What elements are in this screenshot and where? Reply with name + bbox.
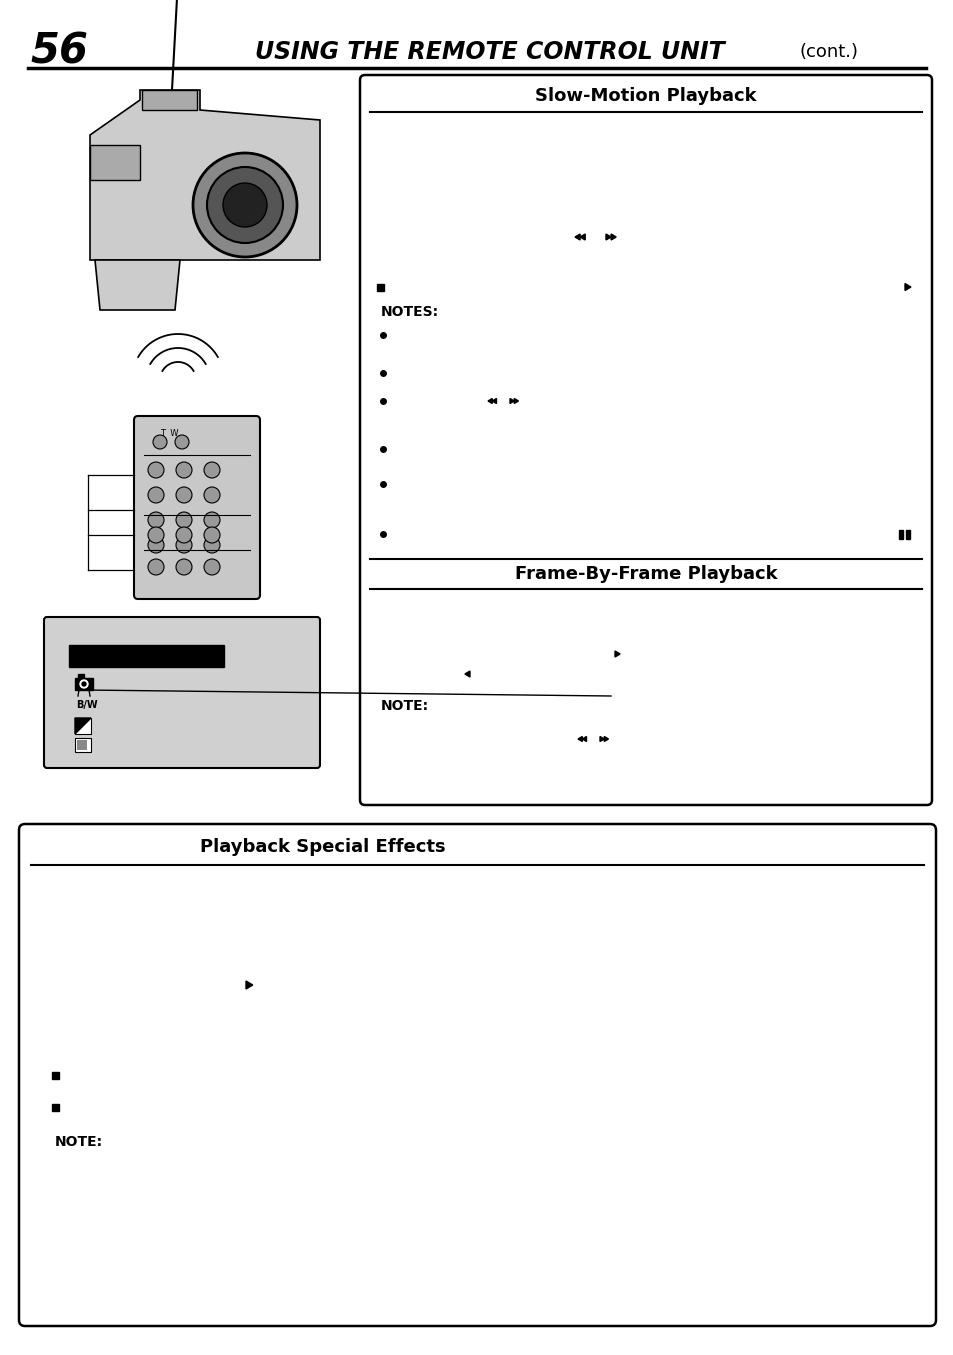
Bar — [90, 145, 140, 180]
Text: NOTE:: NOTE: — [380, 699, 429, 713]
Text: USING THE REMOTE CONTROL UNIT: USING THE REMOTE CONTROL UNIT — [254, 41, 724, 64]
Circle shape — [175, 560, 192, 575]
Circle shape — [175, 486, 192, 503]
Circle shape — [148, 560, 164, 575]
Polygon shape — [464, 671, 470, 678]
Circle shape — [175, 537, 192, 553]
Polygon shape — [581, 737, 586, 741]
Bar — [898, 530, 902, 538]
Polygon shape — [488, 398, 492, 404]
Bar — [51, 1072, 58, 1079]
Polygon shape — [578, 737, 581, 741]
Text: T  W: T W — [160, 430, 178, 439]
Bar — [142, 89, 196, 110]
Polygon shape — [90, 89, 319, 260]
Polygon shape — [605, 234, 611, 240]
FancyBboxPatch shape — [44, 617, 319, 768]
Circle shape — [204, 560, 220, 575]
Bar — [75, 738, 91, 752]
Polygon shape — [904, 283, 910, 290]
Text: 56: 56 — [30, 31, 88, 73]
Circle shape — [174, 435, 189, 449]
Circle shape — [175, 512, 192, 528]
Circle shape — [204, 527, 220, 543]
Polygon shape — [579, 234, 584, 240]
Circle shape — [148, 527, 164, 543]
Bar — [51, 1103, 58, 1111]
Text: Playback Special Effects: Playback Special Effects — [200, 839, 445, 856]
Bar — [75, 678, 92, 690]
Circle shape — [82, 682, 86, 686]
Circle shape — [204, 537, 220, 553]
Polygon shape — [492, 398, 496, 404]
Bar — [377, 283, 384, 290]
FancyBboxPatch shape — [19, 824, 935, 1327]
Circle shape — [80, 680, 88, 688]
Circle shape — [207, 167, 283, 243]
Circle shape — [175, 527, 192, 543]
Circle shape — [148, 512, 164, 528]
Text: B/W: B/W — [76, 701, 97, 710]
Polygon shape — [575, 234, 579, 240]
Bar — [75, 718, 91, 734]
Bar — [78, 673, 84, 678]
Polygon shape — [79, 743, 84, 748]
Circle shape — [223, 183, 267, 228]
Circle shape — [204, 512, 220, 528]
Circle shape — [175, 462, 192, 478]
Polygon shape — [603, 737, 608, 741]
Circle shape — [204, 462, 220, 478]
Polygon shape — [514, 398, 518, 404]
Polygon shape — [75, 718, 91, 734]
Text: NOTES:: NOTES: — [380, 305, 438, 318]
Polygon shape — [510, 398, 514, 404]
FancyBboxPatch shape — [359, 75, 931, 805]
Circle shape — [204, 486, 220, 503]
Polygon shape — [246, 981, 253, 989]
Bar — [69, 645, 224, 667]
FancyBboxPatch shape — [133, 416, 260, 599]
Polygon shape — [599, 737, 603, 741]
Circle shape — [148, 486, 164, 503]
Text: Frame-By-Frame Playback: Frame-By-Frame Playback — [515, 565, 777, 583]
Text: (cont.): (cont.) — [800, 43, 858, 61]
Circle shape — [193, 153, 296, 257]
Circle shape — [148, 537, 164, 553]
Polygon shape — [615, 650, 619, 657]
Circle shape — [148, 462, 164, 478]
Text: Slow-Motion Playback: Slow-Motion Playback — [535, 87, 756, 104]
Circle shape — [152, 435, 167, 449]
Bar — [77, 740, 87, 751]
Bar — [905, 530, 909, 538]
Polygon shape — [611, 234, 616, 240]
Polygon shape — [95, 260, 180, 310]
Text: NOTE:: NOTE: — [55, 1135, 103, 1149]
